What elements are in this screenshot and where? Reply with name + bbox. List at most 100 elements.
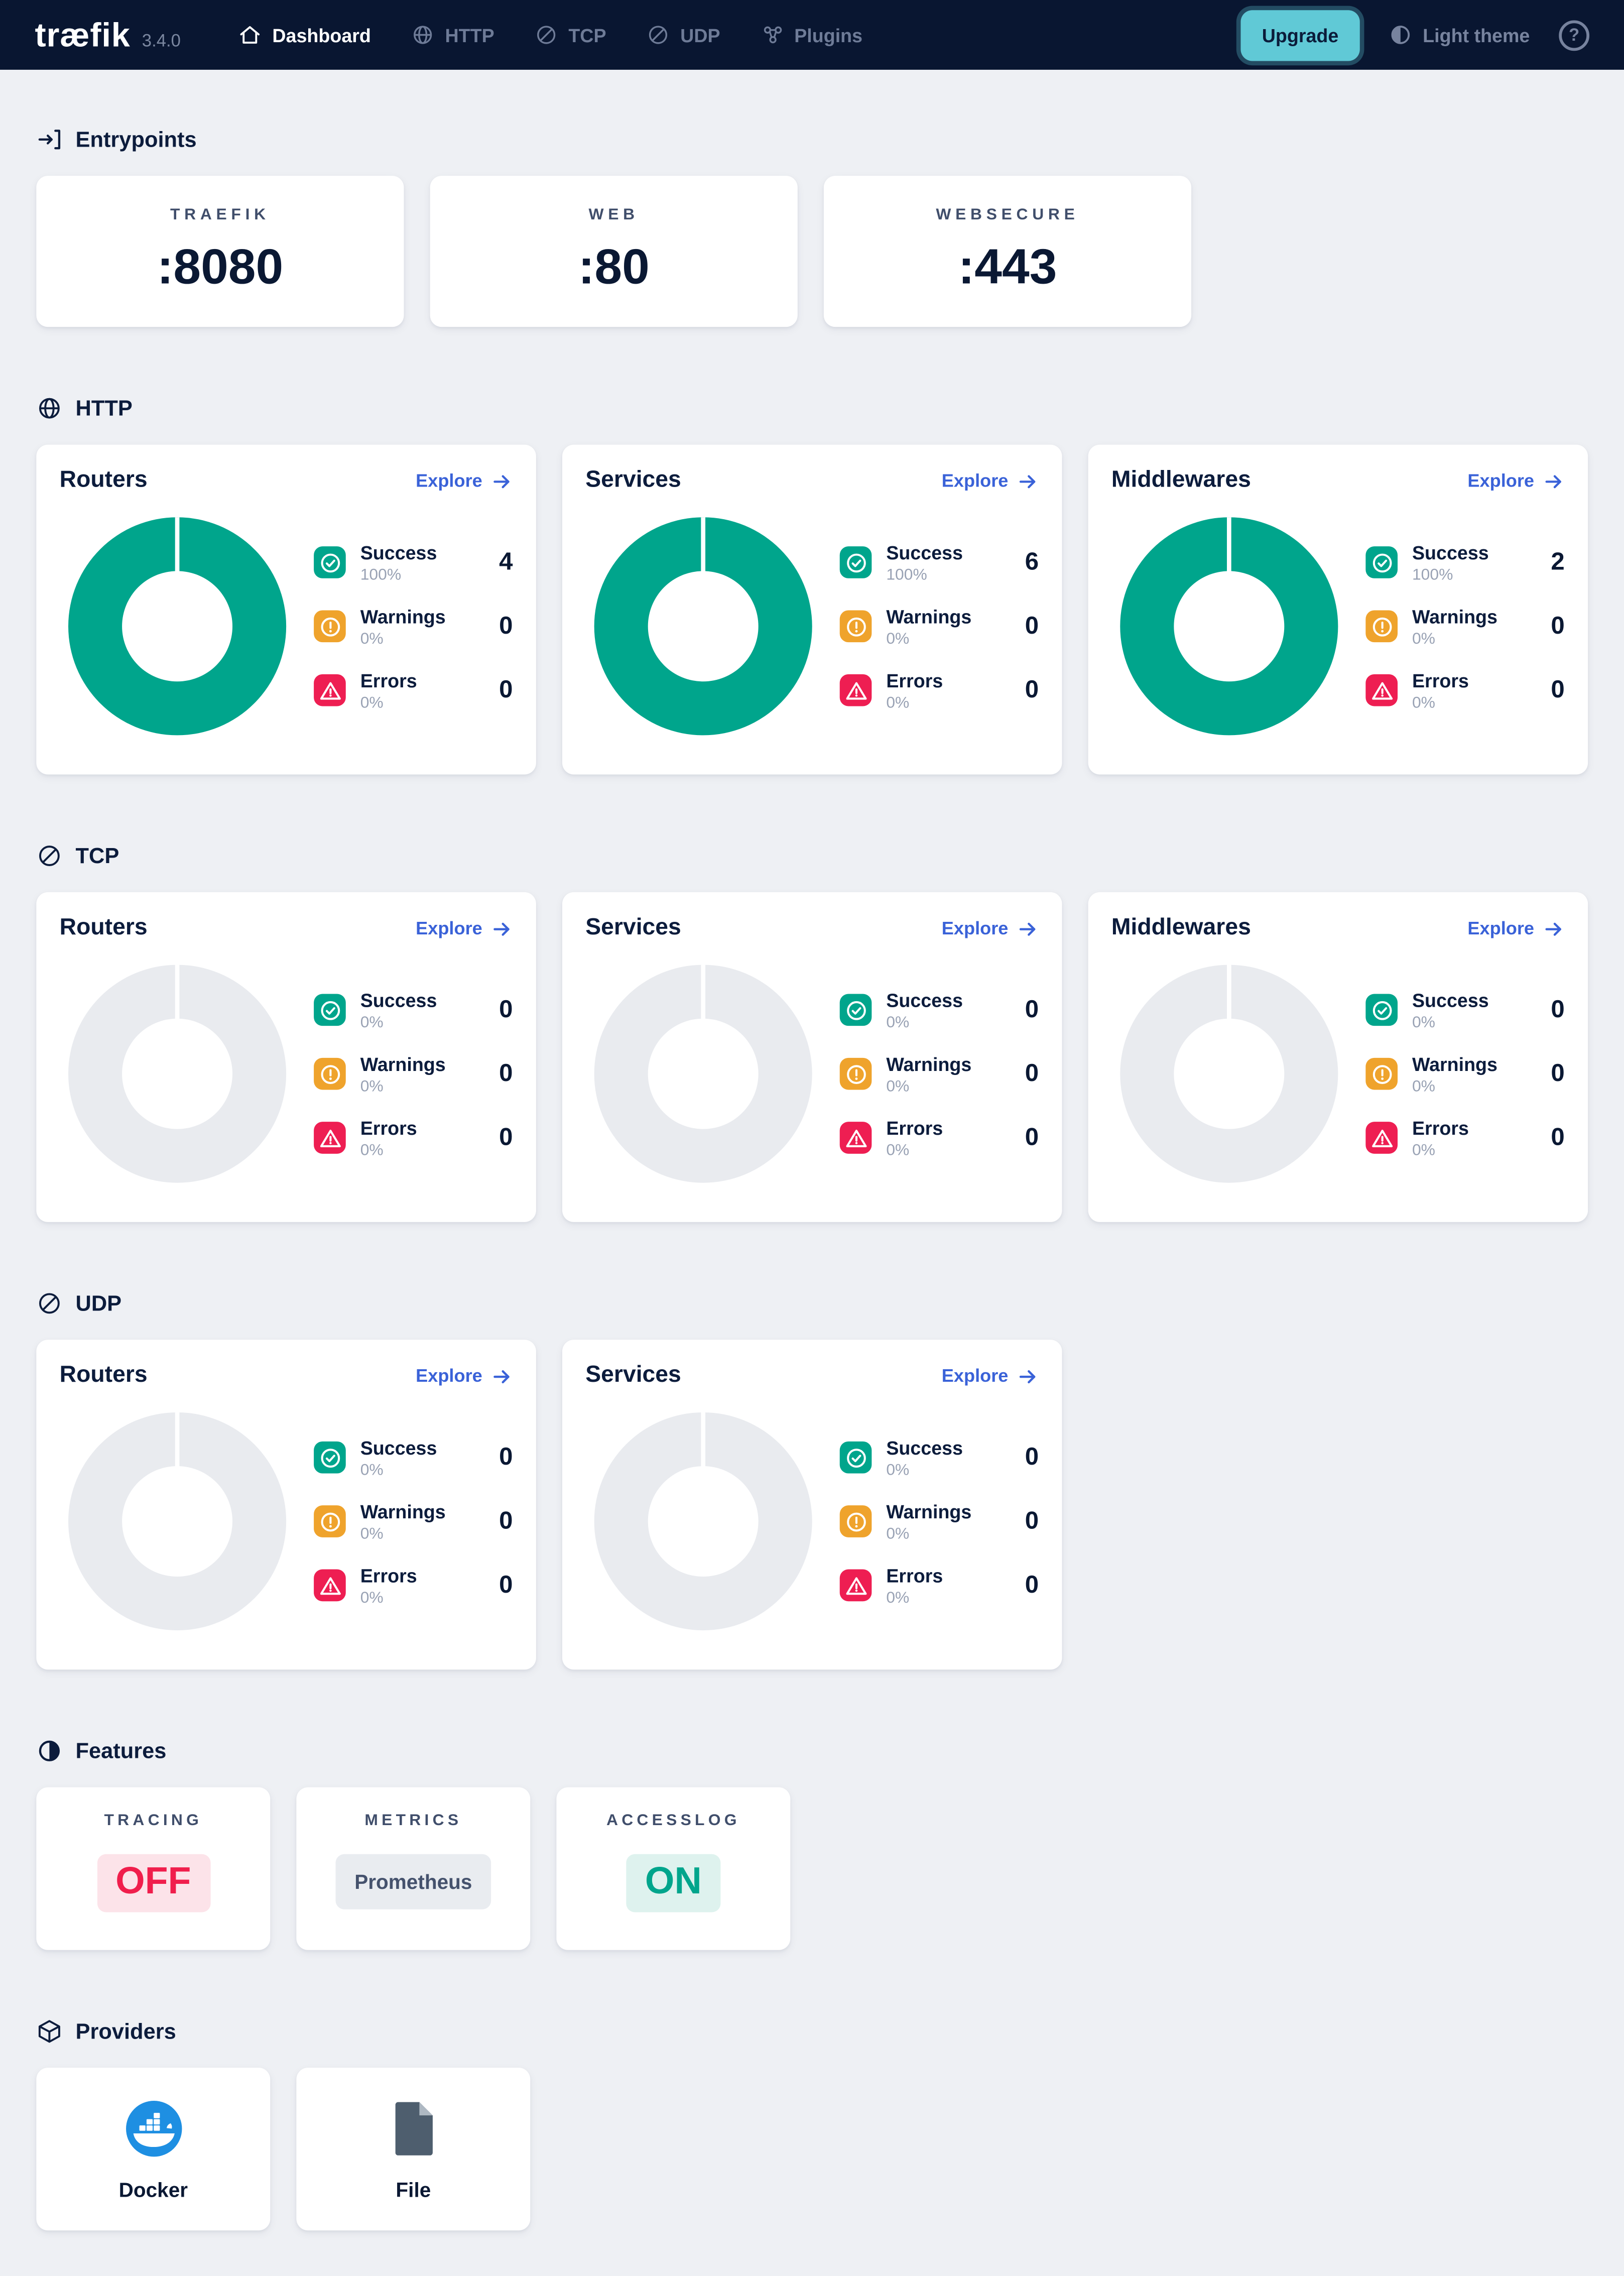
feature-value: Prometheus <box>335 1854 491 1909</box>
errors-stat: Errors 0% 0 <box>314 669 513 711</box>
stat-count: 0 <box>1025 612 1039 640</box>
arrow-right-icon <box>491 1365 513 1387</box>
stat-label: Success <box>886 989 963 1011</box>
feature-card-metrics: METRICS Prometheus <box>296 1787 531 1950</box>
explore-link[interactable]: Explore <box>416 918 513 939</box>
explore-label: Explore <box>416 1366 482 1386</box>
explore-link[interactable]: Explore <box>942 1365 1039 1387</box>
stat-text: Warnings 0% <box>360 1053 446 1095</box>
stat-text: Success 0% <box>360 989 437 1031</box>
stat-text: Errors 0% <box>886 1117 943 1159</box>
stat-label: Warnings <box>360 1500 446 1522</box>
warnings-stat: Warnings 0% 0 <box>1365 1053 1565 1095</box>
nav-tcp[interactable]: TCP <box>518 13 623 57</box>
nav-udp[interactable]: UDP <box>630 13 737 57</box>
warning-circle-icon <box>314 1057 346 1090</box>
success-check-icon <box>839 994 872 1026</box>
warning-circle-icon <box>1365 1057 1398 1090</box>
warning-circle-icon <box>1365 610 1398 643</box>
provider-card-docker: Docker <box>36 2068 271 2231</box>
stat-text: Success 0% <box>1412 989 1489 1031</box>
error-triangle-icon <box>314 674 346 706</box>
udp-icon <box>36 1290 62 1316</box>
nav-dashboard[interactable]: Dashboard <box>221 13 389 57</box>
success-check-icon <box>314 546 346 578</box>
stat-percent: 0% <box>886 630 910 648</box>
warning-circle-icon <box>314 1505 346 1537</box>
explore-link[interactable]: Explore <box>1467 918 1564 939</box>
stat-percent: 0% <box>886 693 910 711</box>
card-header: Services Explore <box>585 915 1039 941</box>
stat-label: Errors <box>886 1564 943 1586</box>
section-entrypoints: Entrypoints TRAEFIK :8080 WEB :80 WEBSEC… <box>36 125 1588 327</box>
explore-link[interactable]: Explore <box>416 470 513 492</box>
theme-toggle[interactable]: Light theme <box>1390 23 1530 46</box>
stats-list: Success 0% 0 Warnings 0% 0 <box>1365 989 1565 1159</box>
warnings-stat: Warnings 0% 0 <box>839 605 1039 648</box>
navbar-actions: Upgrade Light theme ? <box>1240 9 1590 61</box>
card-body: Success 100% 4 Warnings 0% 0 <box>60 517 513 736</box>
help-button[interactable]: ? <box>1559 20 1590 50</box>
tcp-routers-card: Routers Explore Success 0% <box>36 892 536 1222</box>
donut-chart <box>594 965 812 1183</box>
stat-label: Errors <box>360 1117 417 1139</box>
stat-text: Errors 0% <box>360 1117 417 1159</box>
stat-text: Errors 0% <box>886 1564 943 1606</box>
success-check-icon <box>839 1441 872 1474</box>
stat-percent: 0% <box>360 1525 384 1542</box>
entrypoint-name: WEB <box>588 206 639 224</box>
explore-label: Explore <box>941 918 1009 939</box>
stat-text: Warnings 0% <box>1412 1053 1497 1095</box>
entrypoints-icon <box>36 127 62 153</box>
card-title: Middlewares <box>1111 915 1251 940</box>
stat-label: Warnings <box>886 1052 972 1075</box>
success-stat: Success 0% 0 <box>314 989 513 1031</box>
error-triangle-icon <box>1365 1122 1398 1154</box>
warning-circle-icon <box>839 1057 872 1090</box>
nav-plugins[interactable]: Plugins <box>743 13 880 57</box>
tcp-middlewares-card: Middlewares Explore Success 0% <box>1088 892 1588 1222</box>
stats-list: Success 100% 6 Warnings 0% 0 <box>839 541 1039 711</box>
entrypoint-port: :80 <box>578 239 650 295</box>
donut-chart <box>594 1412 812 1631</box>
explore-link[interactable]: Explore <box>416 1365 513 1387</box>
features-title: Features <box>75 1738 167 1763</box>
stat-count: 0 <box>1551 1123 1565 1151</box>
success-stat: Success 100% 2 <box>1365 541 1565 583</box>
explore-link[interactable]: Explore <box>942 918 1039 939</box>
entrypoint-name: WEBSECURE <box>936 206 1079 224</box>
explore-link[interactable]: Explore <box>942 470 1039 492</box>
stat-label: Errors <box>1412 1117 1469 1139</box>
nav-tcp-label: TCP <box>568 24 606 46</box>
stat-percent: 0% <box>1412 1141 1436 1159</box>
nav-udp-label: UDP <box>680 24 720 46</box>
stat-percent: 0% <box>1412 1077 1436 1095</box>
stat-label: Warnings <box>1412 605 1497 627</box>
card-body: Success 100% 2 Warnings 0% 0 <box>1111 517 1565 736</box>
feature-name: METRICS <box>364 1812 462 1830</box>
upgrade-button[interactable]: Upgrade <box>1240 9 1360 61</box>
udp-row: Routers Explore Success 0% <box>36 1340 1588 1670</box>
errors-stat: Errors 0% 0 <box>1365 1117 1565 1159</box>
brand: træfik 3.4.0 <box>35 15 181 54</box>
warnings-stat: Warnings 0% 0 <box>839 1052 1039 1095</box>
providers-title: Providers <box>75 2019 176 2044</box>
stat-label: Success <box>360 1436 437 1459</box>
stat-label: Warnings <box>886 605 972 627</box>
stats-list: Success 0% 0 Warnings 0% 0 <box>314 989 513 1159</box>
stat-label: Success <box>1412 989 1489 1011</box>
stat-count: 0 <box>499 1443 513 1471</box>
stat-text: Success 100% <box>886 541 963 583</box>
entrypoint-card-web: WEB :80 <box>430 176 798 327</box>
stat-label: Warnings <box>360 605 446 627</box>
entrypoints-title: Entrypoints <box>75 127 197 152</box>
stat-label: Errors <box>886 669 943 691</box>
nav-http[interactable]: HTTP <box>394 13 512 57</box>
explore-link[interactable]: Explore <box>1467 470 1564 492</box>
stat-text: Warnings 0% <box>360 1500 446 1542</box>
arrow-right-icon <box>1017 918 1039 939</box>
stat-text: Errors 0% <box>360 1564 417 1606</box>
feature-card-accesslog: ACCESSLOG ON <box>556 1787 791 1950</box>
section-http: HTTP Routers Explore Success <box>36 394 1588 775</box>
